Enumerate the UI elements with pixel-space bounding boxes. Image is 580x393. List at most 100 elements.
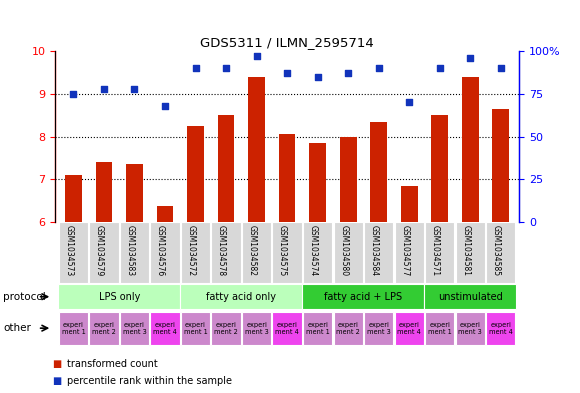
Bar: [120, 222, 149, 283]
Text: unstimulated: unstimulated: [438, 292, 503, 302]
Point: [222, 65, 231, 71]
Bar: [65, 175, 82, 222]
Bar: [59, 222, 88, 283]
Bar: [370, 121, 387, 222]
Text: GSM1034582: GSM1034582: [248, 225, 256, 276]
Bar: [456, 222, 485, 283]
Bar: [334, 222, 363, 283]
Bar: [58, 285, 180, 309]
Text: ■: ■: [52, 358, 61, 369]
Text: GSM1034583: GSM1034583: [125, 225, 135, 276]
Text: GSM1034571: GSM1034571: [431, 225, 440, 276]
Text: experi
ment 1: experi ment 1: [428, 321, 452, 335]
Point: [374, 65, 383, 71]
Text: experi
ment 4: experi ment 4: [275, 321, 299, 335]
Text: experi
ment 3: experi ment 3: [245, 321, 269, 335]
Text: ■: ■: [52, 376, 61, 386]
Bar: [492, 109, 509, 222]
Bar: [302, 285, 425, 309]
Bar: [303, 222, 332, 283]
Bar: [425, 285, 516, 309]
Text: protocol: protocol: [3, 292, 46, 302]
Text: GSM1034585: GSM1034585: [492, 225, 501, 276]
Bar: [364, 222, 393, 283]
Text: fatty acid only: fatty acid only: [206, 292, 276, 302]
Point: [405, 99, 414, 105]
Text: GSM1034580: GSM1034580: [339, 225, 348, 276]
Text: GSM1034578: GSM1034578: [217, 225, 226, 276]
Point: [252, 53, 261, 59]
Point: [466, 55, 475, 61]
Bar: [180, 285, 302, 309]
Bar: [89, 222, 118, 283]
Bar: [394, 222, 424, 283]
Bar: [59, 312, 88, 345]
Text: experi
ment 3: experi ment 3: [122, 321, 146, 335]
Text: experi
ment 2: experi ment 2: [336, 321, 360, 335]
Bar: [425, 222, 454, 283]
Bar: [211, 312, 241, 345]
Bar: [187, 126, 204, 222]
Bar: [309, 143, 326, 222]
Text: experi
ment 2: experi ment 2: [92, 321, 116, 335]
Bar: [273, 222, 302, 283]
Point: [69, 91, 78, 97]
Text: LPS only: LPS only: [99, 292, 140, 302]
Text: experi
ment 4: experi ment 4: [489, 321, 513, 335]
Bar: [273, 312, 302, 345]
Text: experi
ment 2: experi ment 2: [214, 321, 238, 335]
Point: [435, 65, 444, 71]
Bar: [120, 312, 149, 345]
Text: experi
ment 3: experi ment 3: [458, 321, 482, 335]
Point: [130, 86, 139, 92]
Bar: [303, 312, 332, 345]
Point: [313, 73, 322, 80]
Text: GSM1034572: GSM1034572: [187, 225, 195, 276]
Text: percentile rank within the sample: percentile rank within the sample: [67, 376, 231, 386]
Bar: [242, 222, 271, 283]
Bar: [126, 164, 143, 222]
Text: GSM1034574: GSM1034574: [309, 225, 318, 276]
Text: experi
ment 4: experi ment 4: [153, 321, 177, 335]
Bar: [89, 312, 118, 345]
Bar: [486, 222, 516, 283]
Text: GSM1034579: GSM1034579: [95, 225, 104, 276]
Bar: [248, 77, 265, 222]
Point: [496, 65, 505, 71]
Bar: [425, 312, 454, 345]
Text: transformed count: transformed count: [67, 358, 157, 369]
Text: GSM1034576: GSM1034576: [156, 225, 165, 276]
Text: other: other: [3, 323, 31, 333]
Bar: [181, 312, 210, 345]
Bar: [340, 136, 357, 222]
Point: [99, 86, 108, 92]
Text: GSM1034575: GSM1034575: [278, 225, 287, 276]
Point: [343, 70, 353, 77]
Text: GSM1034573: GSM1034573: [64, 225, 74, 276]
Text: experi
ment 1: experi ment 1: [61, 321, 85, 335]
Text: GSM1034581: GSM1034581: [461, 225, 470, 276]
Point: [160, 103, 169, 109]
Bar: [150, 222, 180, 283]
Bar: [334, 312, 363, 345]
Bar: [401, 186, 418, 222]
Text: fatty acid + LPS: fatty acid + LPS: [324, 292, 403, 302]
Bar: [211, 222, 241, 283]
Point: [282, 70, 292, 77]
Title: GDS5311 / ILMN_2595714: GDS5311 / ILMN_2595714: [200, 35, 374, 48]
Bar: [150, 312, 180, 345]
Bar: [456, 312, 485, 345]
Bar: [364, 312, 393, 345]
Text: experi
ment 1: experi ment 1: [306, 321, 329, 335]
Bar: [486, 312, 516, 345]
Text: GSM1034584: GSM1034584: [369, 225, 379, 276]
Text: experi
ment 4: experi ment 4: [397, 321, 421, 335]
Bar: [394, 312, 424, 345]
Bar: [157, 206, 173, 222]
Bar: [462, 77, 478, 222]
Bar: [218, 115, 234, 222]
Bar: [181, 222, 210, 283]
Text: experi
ment 1: experi ment 1: [184, 321, 208, 335]
Text: GSM1034577: GSM1034577: [400, 225, 409, 276]
Bar: [96, 162, 113, 222]
